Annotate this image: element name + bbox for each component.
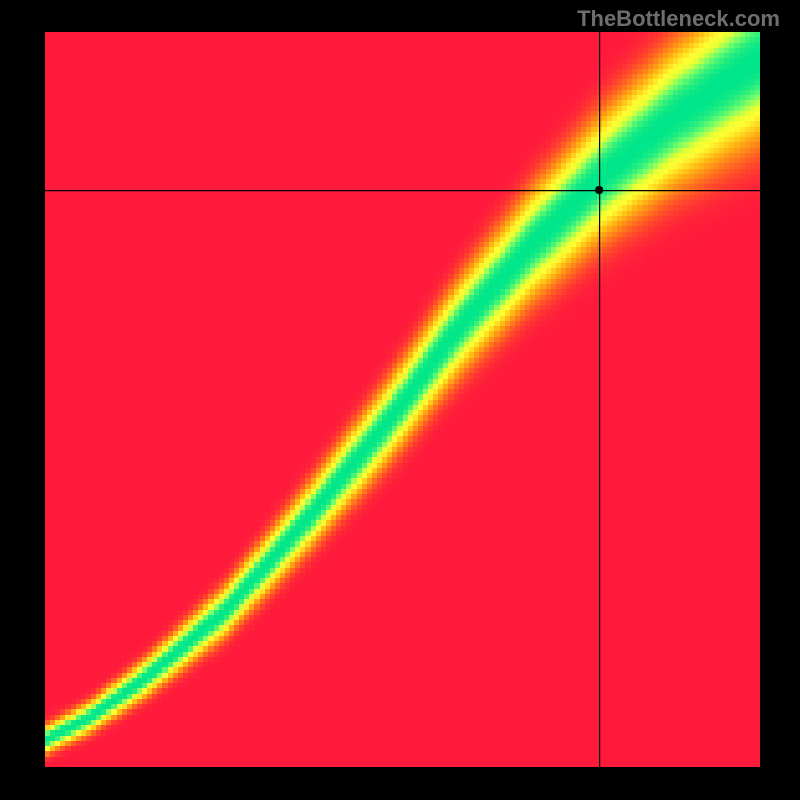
chart-container: TheBottleneck.com	[0, 0, 800, 800]
bottleneck-heatmap	[45, 32, 760, 767]
watermark-text: TheBottleneck.com	[577, 6, 780, 32]
